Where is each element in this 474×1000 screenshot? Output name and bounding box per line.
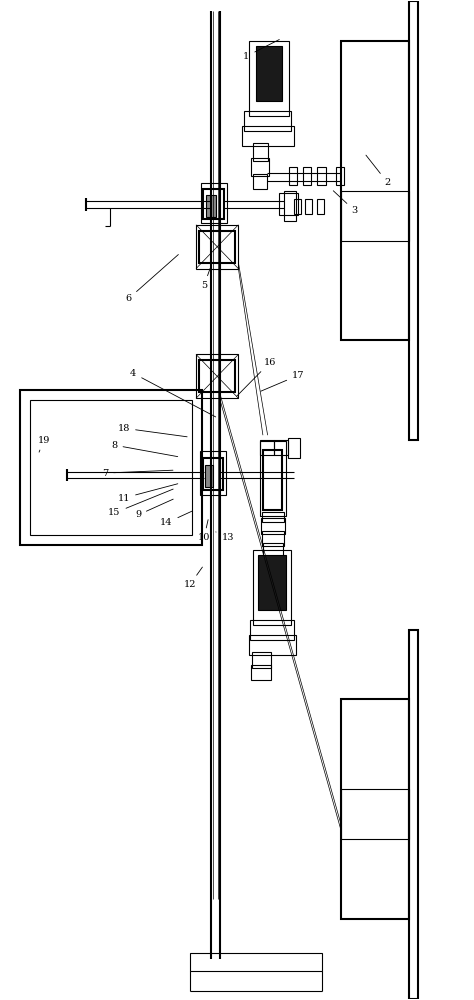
Bar xyxy=(317,199,324,214)
Bar xyxy=(200,451,226,495)
Text: 1: 1 xyxy=(243,40,279,61)
Bar xyxy=(199,231,235,263)
Text: 9: 9 xyxy=(135,499,173,519)
Bar xyxy=(258,555,286,610)
Bar xyxy=(284,191,296,221)
Bar xyxy=(262,512,284,522)
Bar xyxy=(242,126,293,146)
Text: 11: 11 xyxy=(118,484,178,503)
Bar xyxy=(409,630,419,999)
Bar xyxy=(254,550,291,625)
Text: 10: 10 xyxy=(198,520,210,542)
Bar xyxy=(244,111,291,131)
Bar xyxy=(305,199,312,214)
Bar xyxy=(279,193,298,215)
Bar xyxy=(274,440,288,455)
Bar xyxy=(256,46,282,101)
Bar xyxy=(303,167,311,185)
Bar xyxy=(289,167,297,185)
Bar xyxy=(262,531,283,546)
Bar xyxy=(263,543,283,559)
Bar xyxy=(206,195,216,217)
Text: 12: 12 xyxy=(183,567,202,589)
Bar xyxy=(196,354,238,398)
Text: 2: 2 xyxy=(366,155,391,187)
Bar xyxy=(205,465,213,487)
Bar xyxy=(20,390,201,545)
Text: 4: 4 xyxy=(130,369,216,417)
Bar xyxy=(251,158,269,176)
Bar xyxy=(336,167,345,185)
Bar xyxy=(30,400,192,535)
Bar xyxy=(199,360,235,392)
Bar xyxy=(260,440,274,455)
Bar xyxy=(260,441,285,516)
Bar xyxy=(196,225,238,269)
Bar xyxy=(341,191,409,241)
Bar xyxy=(249,41,289,116)
Bar xyxy=(249,635,296,655)
Bar xyxy=(254,143,268,161)
Bar xyxy=(263,450,282,510)
Bar xyxy=(202,458,223,490)
Text: 14: 14 xyxy=(160,511,192,527)
Bar xyxy=(201,183,227,223)
Text: 3: 3 xyxy=(333,191,358,215)
Bar xyxy=(251,665,272,680)
Text: 15: 15 xyxy=(108,489,173,517)
Text: 5: 5 xyxy=(201,268,210,290)
Bar xyxy=(190,953,322,971)
Text: 18: 18 xyxy=(118,424,187,437)
Bar xyxy=(203,189,224,219)
Bar xyxy=(293,199,301,214)
Bar xyxy=(341,789,409,839)
Bar xyxy=(254,174,267,189)
Bar xyxy=(261,518,285,534)
Bar xyxy=(250,620,294,640)
Text: 17: 17 xyxy=(261,371,304,391)
Bar xyxy=(341,41,409,340)
Text: 7: 7 xyxy=(102,469,173,478)
Text: 19: 19 xyxy=(37,436,50,452)
Text: 16: 16 xyxy=(237,358,276,396)
Text: 13: 13 xyxy=(216,532,234,542)
Text: 6: 6 xyxy=(126,255,178,303)
Text: 8: 8 xyxy=(111,441,178,457)
Bar xyxy=(252,652,271,668)
Bar xyxy=(341,699,409,919)
Bar xyxy=(288,438,300,458)
Bar xyxy=(317,167,326,185)
Bar xyxy=(409,1,419,440)
